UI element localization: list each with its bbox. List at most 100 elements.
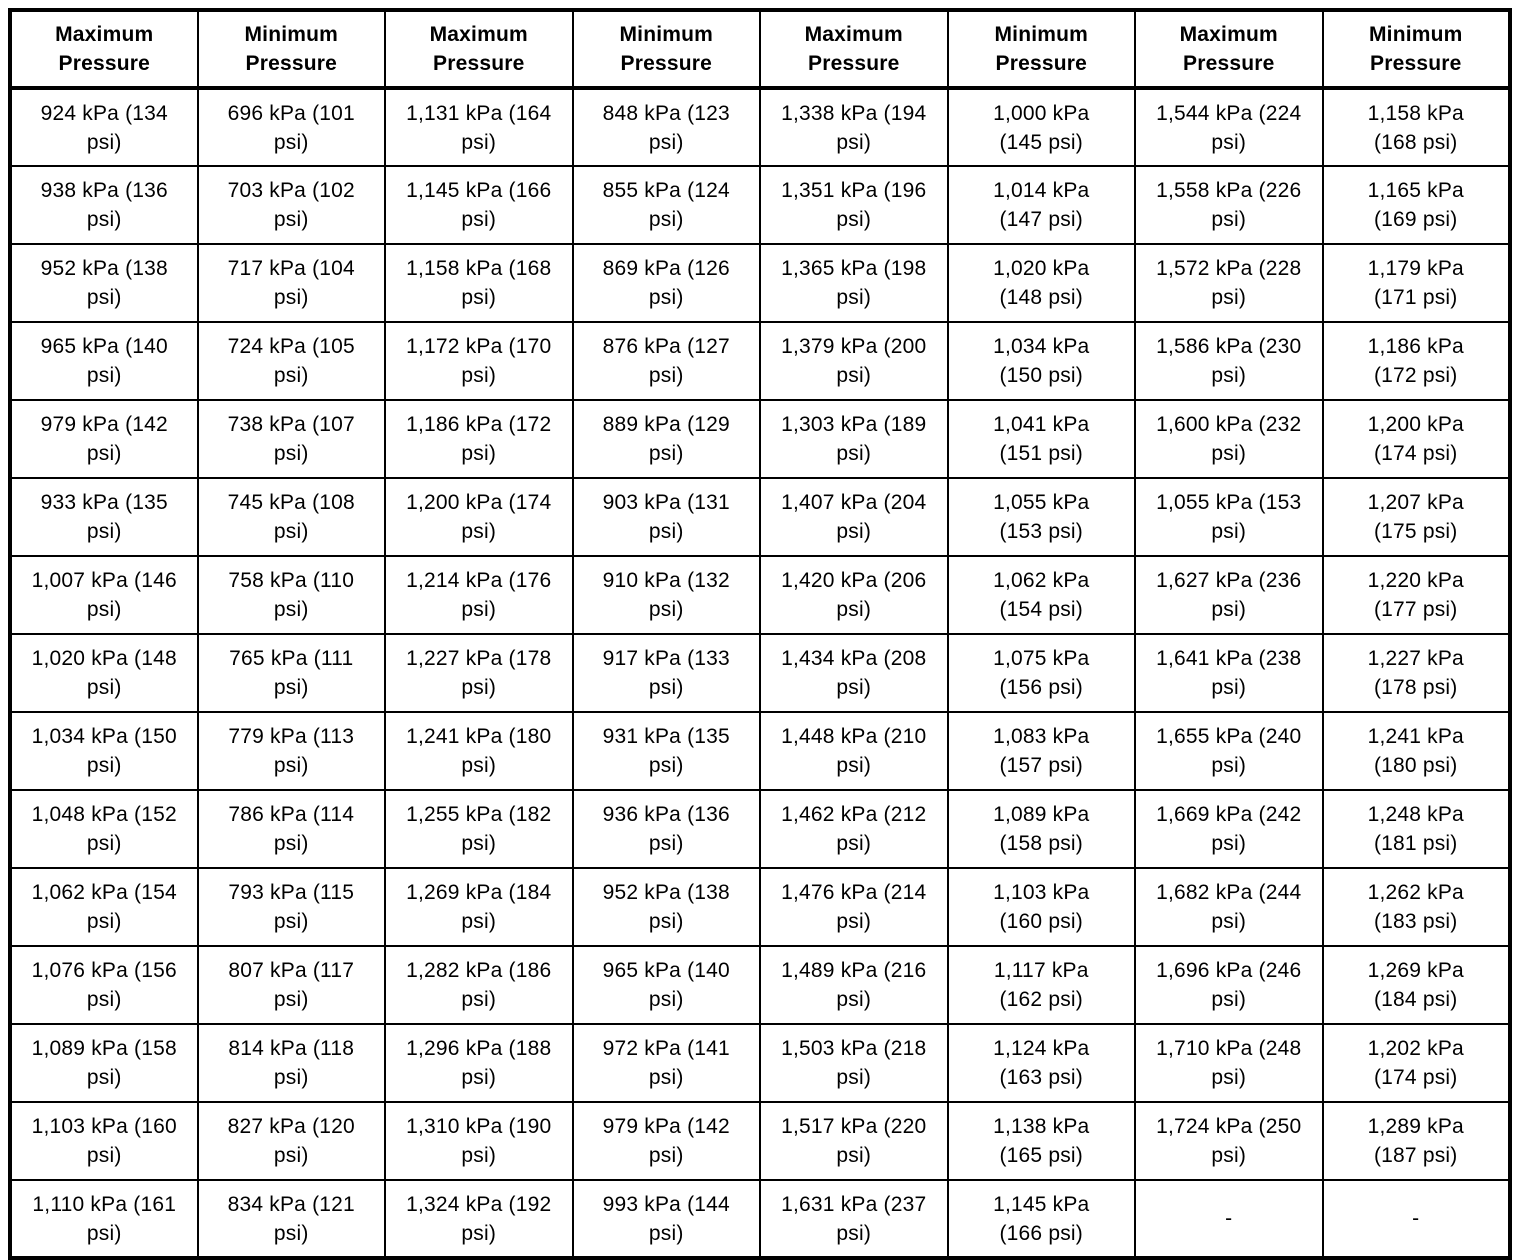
table-row: 1,007 kPa (146 psi) 758 kPa (110 psi) 1,21… <box>9 555 1511 635</box>
table-row: 1,020 kPa (148 psi) 765 kPa (111 psi) 1,22… <box>9 633 1511 713</box>
pressure-cell: 993 kPa (144 psi) <box>571 1179 761 1259</box>
pressure-cell: 1,631 kPa (237 psi) <box>759 1179 949 1259</box>
pressure-cell: 1,296 kPa (188 psi) <box>384 1023 574 1103</box>
pressure-cell: 1,034 kPa (150 psi) <box>9 711 199 791</box>
pressure-cell: 972 kPa (141 psi) <box>571 1023 761 1103</box>
pressure-cell: 807 kPa (117 psi) <box>196 945 386 1025</box>
column-header-maximum-pressure: Maximum Pressure <box>9 9 199 90</box>
table-row: 933 kPa (135 psi) 745 kPa (108 psi) 1,200 … <box>9 477 1511 557</box>
pressure-cell: 1,572 kPa (228 psi) <box>1134 243 1324 323</box>
column-header-maximum-pressure: Maximum Pressure <box>759 9 949 90</box>
pressure-cell: 1,241 kPa (180 psi) <box>1321 711 1511 791</box>
pressure-cell: 1,627 kPa (236 psi) <box>1134 555 1324 635</box>
pressure-cell: 1,014 kPa (147 psi) <box>946 165 1136 245</box>
pressure-cell: 1,489 kPa (216 psi) <box>759 945 949 1025</box>
column-header-maximum-pressure: Maximum Pressure <box>1134 9 1324 90</box>
column-header-maximum-pressure: Maximum Pressure <box>384 9 574 90</box>
pressure-cell: 1,186 kPa (172 psi) <box>1321 321 1511 401</box>
pressure-cell: 1,020 kPa (148 psi) <box>946 243 1136 323</box>
pressure-cell: 1,034 kPa (150 psi) <box>946 321 1136 401</box>
pressure-cell: 1,083 kPa (157 psi) <box>946 711 1136 791</box>
pressure-cell: 1,227 kPa (178 psi) <box>1321 633 1511 713</box>
pressure-cell: 1,248 kPa (181 psi) <box>1321 789 1511 869</box>
pressure-cell: 1,600 kPa (232 psi) <box>1134 399 1324 479</box>
table-row: 965 kPa (140 psi) 724 kPa (105 psi) 1,172 … <box>9 321 1511 401</box>
pressure-cell: 1,055 kPa (153 psi) <box>946 477 1136 557</box>
pressure-cell: - <box>1134 1179 1324 1259</box>
pressure-cell: 1,145 kPa (166 psi) <box>946 1179 1136 1259</box>
pressure-cell: 952 kPa (138 psi) <box>9 243 199 323</box>
pressure-cell: 1,020 kPa (148 psi) <box>9 633 199 713</box>
pressure-cell: 717 kPa (104 psi) <box>196 243 386 323</box>
pressure-cell: 834 kPa (121 psi) <box>196 1179 386 1259</box>
pressure-cell: 1,214 kPa (176 psi) <box>384 555 574 635</box>
pressure-cell: 1,158 kPa (168 psi) <box>384 243 574 323</box>
pressure-cell: 1,462 kPa (212 psi) <box>759 789 949 869</box>
pressure-cell: 758 kPa (110 psi) <box>196 555 386 635</box>
pressure-cell: - <box>1321 1179 1511 1259</box>
pressure-cell: 1,007 kPa (146 psi) <box>9 555 199 635</box>
pressure-cell: 917 kPa (133 psi) <box>571 633 761 713</box>
pressure-cell: 786 kPa (114 psi) <box>196 789 386 869</box>
pressure-cell: 745 kPa (108 psi) <box>196 477 386 557</box>
pressure-cell: 1,544 kPa (224 psi) <box>1134 87 1324 167</box>
pressure-cell: 1,448 kPa (210 psi) <box>759 711 949 791</box>
pressure-cell: 1,269 kPa (184 psi) <box>1321 945 1511 1025</box>
pressure-cell: 1,262 kPa (183 psi) <box>1321 867 1511 947</box>
pressure-cell: 1,000 kPa (145 psi) <box>946 87 1136 167</box>
pressure-cell: 936 kPa (136 psi) <box>571 789 761 869</box>
pressure-cell: 1,103 kPa (160 psi) <box>9 1101 199 1181</box>
pressure-cell: 1,476 kPa (214 psi) <box>759 867 949 947</box>
pressure-table-body: 924 kPa (134 psi) 696 kPa (101 psi) 1,131 … <box>9 87 1511 1259</box>
pressure-cell: 827 kPa (120 psi) <box>196 1101 386 1181</box>
pressure-cell: 1,365 kPa (198 psi) <box>759 243 949 323</box>
pressure-cell: 1,117 kPa (162 psi) <box>946 945 1136 1025</box>
pressure-cell: 1,255 kPa (182 psi) <box>384 789 574 869</box>
pressure-cell: 1,310 kPa (190 psi) <box>384 1101 574 1181</box>
pressure-cell: 1,062 kPa (154 psi) <box>946 555 1136 635</box>
pressure-cell: 1,269 kPa (184 psi) <box>384 867 574 947</box>
pressure-cell: 1,558 kPa (226 psi) <box>1134 165 1324 245</box>
pressure-cell: 931 kPa (135 psi) <box>571 711 761 791</box>
pressure-cell: 696 kPa (101 psi) <box>196 87 386 167</box>
pressure-cell: 1,289 kPa (187 psi) <box>1321 1101 1511 1181</box>
pressure-cell: 1,338 kPa (194 psi) <box>759 87 949 167</box>
pressure-cell: 1,062 kPa (154 psi) <box>9 867 199 947</box>
pressure-cell: 1,434 kPa (208 psi) <box>759 633 949 713</box>
pressure-cell: 793 kPa (115 psi) <box>196 867 386 947</box>
header-row: Maximum Pressure Minimum Pressure Maximu… <box>9 9 1511 90</box>
pressure-cell: 1,055 kPa (153 psi) <box>1134 477 1324 557</box>
pressure-cell: 1,324 kPa (192 psi) <box>384 1179 574 1259</box>
pressure-cell: 1,517 kPa (220 psi) <box>759 1101 949 1181</box>
table-row: 1,062 kPa (154 psi) 793 kPa (115 psi) 1,26… <box>9 867 1511 947</box>
table-row: 1,110 kPa (161 psi) 834 kPa (121 psi) 1,32… <box>9 1179 1511 1259</box>
pressure-cell: 1,200 kPa (174 psi) <box>1321 399 1511 479</box>
pressure-cell: 1,503 kPa (218 psi) <box>759 1023 949 1103</box>
pressure-cell: 814 kPa (118 psi) <box>196 1023 386 1103</box>
pressure-cell: 1,158 kPa (168 psi) <box>1321 87 1511 167</box>
table-row: 979 kPa (142 psi) 738 kPa (107 psi) 1,186 … <box>9 399 1511 479</box>
pressure-table-header: Maximum Pressure Minimum Pressure Maximu… <box>9 9 1511 90</box>
pressure-cell: 1,407 kPa (204 psi) <box>759 477 949 557</box>
pressure-cell: 1,724 kPa (250 psi) <box>1134 1101 1324 1181</box>
pressure-cell: 952 kPa (138 psi) <box>571 867 761 947</box>
pressure-cell: 1,186 kPa (172 psi) <box>384 399 574 479</box>
pressure-cell: 965 kPa (140 psi) <box>9 321 199 401</box>
pressure-cell: 724 kPa (105 psi) <box>196 321 386 401</box>
table-row: 952 kPa (138 psi) 717 kPa (104 psi) 1,158 … <box>9 243 1511 323</box>
pressure-cell: 965 kPa (140 psi) <box>571 945 761 1025</box>
pressure-cell: 903 kPa (131 psi) <box>571 477 761 557</box>
pressure-cell: 1,131 kPa (164 psi) <box>384 87 574 167</box>
pressure-cell: 1,110 kPa (161 psi) <box>9 1179 199 1259</box>
pressure-cell: 924 kPa (134 psi) <box>9 87 199 167</box>
column-header-minimum-pressure: Minimum Pressure <box>1321 9 1511 90</box>
pressure-cell: 1,138 kPa (165 psi) <box>946 1101 1136 1181</box>
pressure-cell: 910 kPa (132 psi) <box>571 555 761 635</box>
pressure-cell: 1,089 kPa (158 psi) <box>9 1023 199 1103</box>
pressure-cell: 869 kPa (126 psi) <box>571 243 761 323</box>
table-row: 1,034 kPa (150 psi) 779 kPa (113 psi) 1,24… <box>9 711 1511 791</box>
pressure-cell: 848 kPa (123 psi) <box>571 87 761 167</box>
pressure-table: Maximum Pressure Minimum Pressure Maximu… <box>8 8 1512 1260</box>
pressure-cell: 1,076 kPa (156 psi) <box>9 945 199 1025</box>
